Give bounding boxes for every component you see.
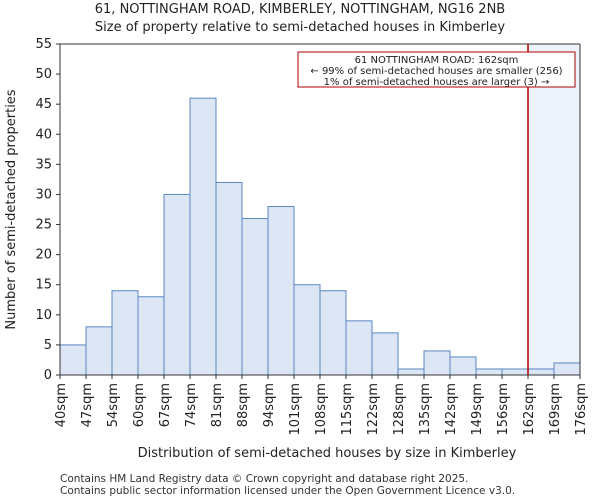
- x-tick-label: 101sqm: [288, 383, 303, 436]
- highlight-region: [528, 44, 580, 375]
- bar: [137, 296, 165, 376]
- x-tick-label: 88sqm: [236, 383, 251, 427]
- bar: [189, 97, 217, 376]
- annotation-line-2: ← 99% of semi-detached houses are smalle…: [310, 66, 562, 77]
- y-tick-label: 45: [35, 97, 52, 112]
- y-tick-label: 25: [35, 218, 52, 233]
- bar: [59, 344, 87, 376]
- chart-title: 61, NOTTINGHAM ROAD, KIMBERLEY, NOTTINGH…: [94, 2, 506, 17]
- x-tick-label: 74sqm: [184, 383, 199, 427]
- bar: [163, 193, 191, 376]
- x-tick-label: 122sqm: [366, 383, 381, 436]
- bar: [449, 356, 477, 376]
- bar: [553, 362, 581, 376]
- annotation-line-1: 61 NOTTINGHAM ROAD: 162sqm: [355, 55, 519, 66]
- x-tick-label: 115sqm: [340, 383, 355, 436]
- bar: [501, 368, 529, 376]
- x-tick-label: 135sqm: [418, 383, 433, 436]
- x-tick-label: 47sqm: [80, 383, 95, 427]
- chart-subtitle: Size of property relative to semi-detach…: [94, 20, 506, 35]
- x-tick-label: 94sqm: [262, 383, 277, 427]
- x-tick-label: 149sqm: [470, 383, 485, 436]
- x-tick-label: 169sqm: [548, 383, 563, 436]
- x-tick-label: 108sqm: [314, 383, 329, 436]
- y-axis-label: Number of semi-detached properties: [4, 89, 19, 329]
- y-tick-label: 50: [35, 67, 52, 82]
- y-tick-label: 35: [35, 157, 52, 172]
- y-tick-label: 15: [35, 278, 52, 293]
- x-tick-label: 54sqm: [106, 383, 121, 427]
- annotation-box: [297, 51, 576, 88]
- bar: [371, 332, 399, 376]
- y-tick-label: 20: [35, 248, 52, 263]
- bar: [345, 320, 373, 376]
- footer-copyright: Contains HM Land Registry data © Crown c…: [60, 473, 469, 485]
- bar: [241, 218, 269, 376]
- bar: [85, 326, 113, 376]
- annotation-line-3: 1% of semi-detached houses are larger (3…: [324, 77, 550, 88]
- y-tick-label: 10: [35, 308, 52, 323]
- x-tick-label: 162sqm: [522, 383, 537, 436]
- y-tick-label: 0: [44, 368, 52, 383]
- y-tick-label: 30: [35, 187, 52, 202]
- x-tick-label: 176sqm: [574, 383, 589, 436]
- bar: [111, 290, 139, 376]
- x-tick-label: 40sqm: [54, 383, 69, 427]
- y-tick-label: 55: [35, 37, 52, 52]
- bar: [475, 368, 503, 376]
- x-tick-label: 60sqm: [132, 383, 147, 427]
- y-tick-label: 40: [35, 127, 52, 142]
- x-tick-label: 142sqm: [444, 383, 459, 436]
- bar: [215, 181, 243, 376]
- x-tick-label: 67sqm: [158, 383, 173, 427]
- x-tick-label: 81sqm: [210, 383, 225, 427]
- bar: [423, 350, 451, 376]
- x-tick-label: 156sqm: [496, 383, 511, 436]
- bar: [319, 290, 347, 376]
- bar: [267, 205, 295, 376]
- x-tick-label: 128sqm: [392, 383, 407, 436]
- y-tick-label: 5: [44, 338, 52, 353]
- bar: [293, 284, 321, 376]
- bar: [527, 368, 555, 376]
- footer-licence: Contains public sector information licen…: [60, 485, 516, 497]
- x-axis-label: Distribution of semi-detached houses by …: [138, 446, 517, 461]
- bar: [397, 368, 425, 376]
